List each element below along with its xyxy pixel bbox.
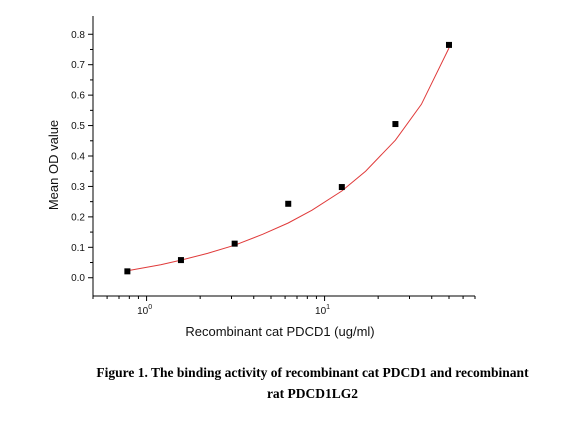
y-tick-label: 0.2 — [71, 212, 85, 223]
figure-caption: Figure 1. The binding activity of recomb… — [60, 362, 565, 404]
y-tick-label: 0.5 — [71, 121, 85, 132]
y-tick-label: 0.3 — [71, 182, 85, 193]
x-tick-label-exponent: 1 — [326, 304, 330, 311]
x-tick-label: 101 — [315, 304, 330, 317]
y-axis-title: Mean OD value — [46, 120, 61, 210]
data-point — [124, 268, 131, 275]
x-tick-label: 100 — [137, 304, 152, 317]
chart: 0.00.10.20.30.40.50.60.70.8 100 101 Recom… — [46, 16, 476, 339]
y-tick-label: 0.4 — [71, 152, 85, 163]
caption-line-2: rat PDCD1LG2 — [266, 386, 359, 401]
data-point — [231, 240, 238, 247]
y-tick-label: 0.0 — [71, 273, 85, 284]
fit-curve — [127, 47, 450, 272]
data-point — [285, 200, 292, 207]
y-axis-ticks: 0.0 0.1 0.2 0.3 0.4 0.5 0.6 0.7 0.8 — [71, 30, 93, 284]
x-tick-label-exponent: 0 — [148, 304, 152, 311]
x-axis-ticks: 100 101 — [92, 296, 476, 317]
caption-line-1: Figure 1. The binding activity of recomb… — [96, 365, 529, 380]
y-tick-label: 0.6 — [71, 91, 85, 102]
x-tick-label-base: 10 — [315, 306, 327, 317]
data-points — [124, 41, 452, 275]
y-tick-label: 0.7 — [71, 60, 85, 71]
axes — [92, 16, 475, 297]
data-point — [392, 121, 399, 128]
data-point — [445, 41, 452, 48]
y-tick-label: 0.1 — [71, 243, 85, 254]
data-point — [338, 184, 345, 191]
x-axis-title: Recombinant cat PDCD1 (ug/ml) — [185, 324, 374, 339]
data-point — [177, 257, 184, 264]
y-tick-label: 0.8 — [71, 30, 85, 41]
x-tick-label-base: 10 — [137, 306, 149, 317]
